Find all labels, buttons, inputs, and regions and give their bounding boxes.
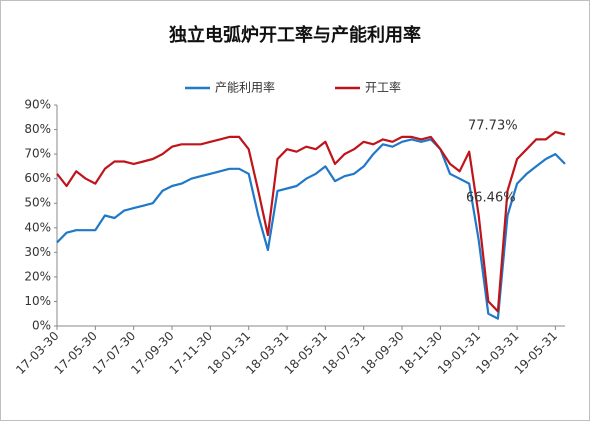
y-tick-label: 50%	[24, 196, 51, 210]
y-tick-label: 70%	[24, 147, 51, 161]
y-tick-label: 30%	[24, 245, 51, 259]
y-tick-label: 20%	[24, 269, 51, 283]
legend-label: 开工率	[365, 80, 401, 95]
y-tick-label: 60%	[24, 171, 51, 185]
annotation: 66.46%	[466, 191, 516, 206]
y-tick-label: 80%	[24, 122, 51, 136]
series-line	[56, 138, 566, 320]
y-tick-label: 90%	[24, 98, 51, 112]
series-line	[56, 130, 566, 313]
chart-title: 独立电弧炉开工率与产能利用率	[169, 24, 421, 46]
y-tick-label: 10%	[24, 294, 51, 308]
legend-label: 产能利用率	[215, 80, 275, 95]
y-tick-label: 40%	[24, 220, 51, 234]
annotation: 77.73%	[468, 119, 518, 134]
y-tick-label: 0%	[32, 319, 51, 333]
